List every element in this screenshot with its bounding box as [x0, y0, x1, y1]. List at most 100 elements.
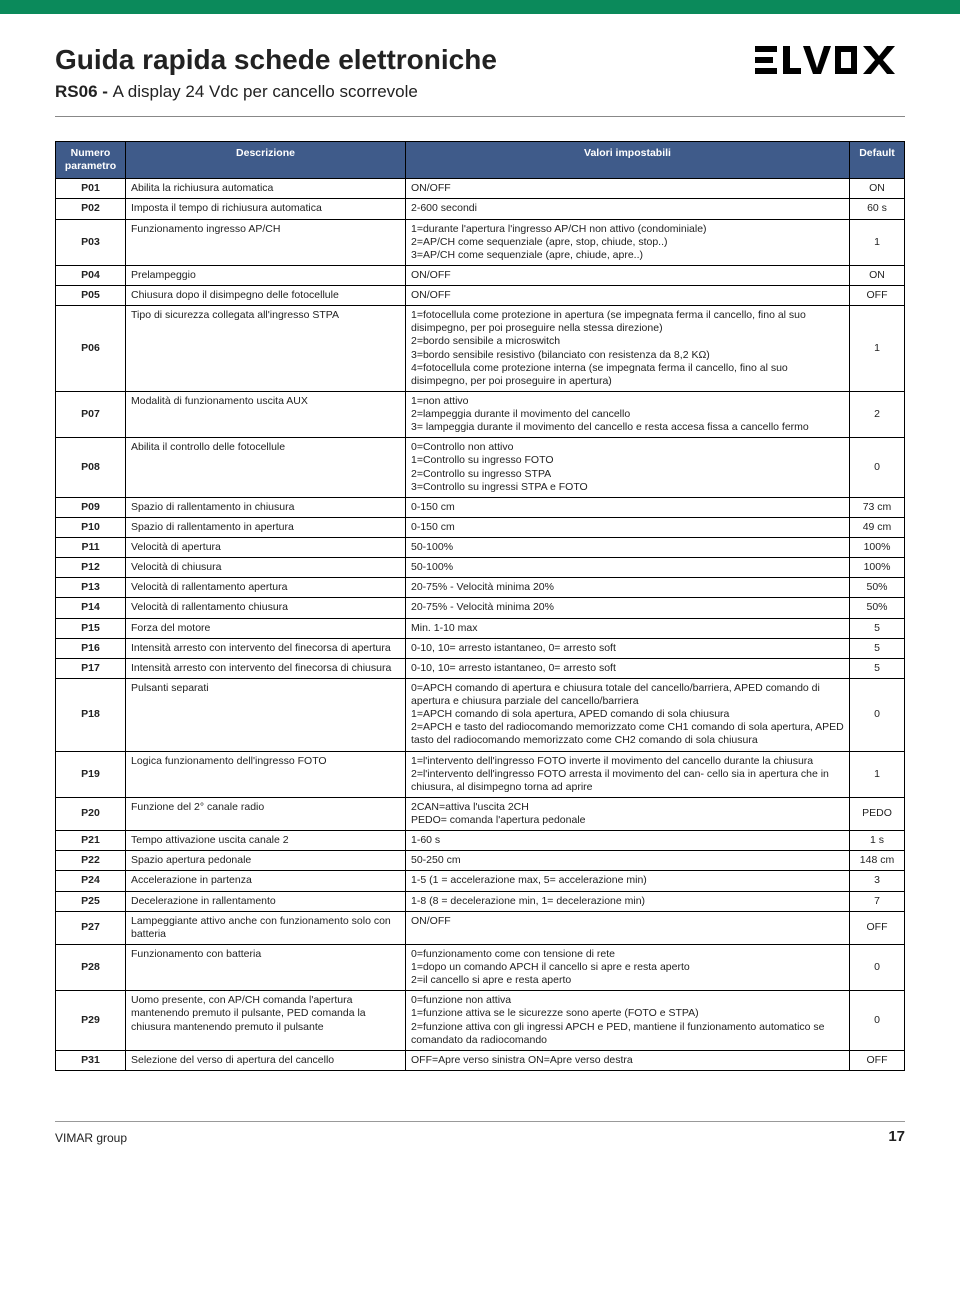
table-row: P22Spazio apertura pedonale50-250 cm148 …: [56, 851, 905, 871]
cell-values: 20-75% - Velocità minima 20%: [406, 578, 850, 598]
cell-values: 0=funzionamento come con tensione di ret…: [406, 944, 850, 990]
cell-desc: Prelampeggio: [126, 265, 406, 285]
subtitle-code: RS06 -: [55, 82, 113, 101]
cell-param: P05: [56, 286, 126, 306]
cell-values: ON/OFF: [406, 265, 850, 285]
cell-param: P12: [56, 558, 126, 578]
cell-values: 2CAN=attiva l'uscita 2CH PEDO= comanda l…: [406, 797, 850, 830]
cell-desc: Decelerazione in rallentamento: [126, 891, 406, 911]
brand-logo: [755, 44, 905, 78]
cell-param: P27: [56, 911, 126, 944]
cell-desc: Velocità di rallentamento apertura: [126, 578, 406, 598]
cell-values: 0-10, 10= arresto istantaneo, 0= arresto…: [406, 638, 850, 658]
subtitle-desc: A display 24 Vdc per cancello scorrevole: [113, 82, 418, 101]
cell-values: 20-75% - Velocità minima 20%: [406, 598, 850, 618]
cell-desc: Funzione del 2° canale radio: [126, 797, 406, 830]
title-block: Guida rapida schede elettroniche RS06 - …: [55, 44, 497, 102]
cell-values: 1=durante l'apertura l'ingresso AP/CH no…: [406, 219, 850, 265]
cell-default: 5: [850, 638, 905, 658]
cell-default: PEDO: [850, 797, 905, 830]
cell-param: P06: [56, 306, 126, 392]
header: Guida rapida schede elettroniche RS06 - …: [55, 44, 905, 102]
table-row: P25Decelerazione in rallentamento1-8 (8 …: [56, 891, 905, 911]
cell-param: P24: [56, 871, 126, 891]
cell-param: P20: [56, 797, 126, 830]
cell-values: 1=non attivo 2=lampeggia durante il movi…: [406, 391, 850, 437]
cell-param: P16: [56, 638, 126, 658]
table-row: P13Velocità di rallentamento apertura20-…: [56, 578, 905, 598]
cell-default: ON: [850, 265, 905, 285]
cell-param: P03: [56, 219, 126, 265]
cell-values: 0=Controllo non attivo 1=Controllo su in…: [406, 438, 850, 498]
col-numero: Numero parametro: [56, 142, 126, 179]
table-row: P16Intensità arresto con intervento del …: [56, 638, 905, 658]
cell-values: 50-100%: [406, 538, 850, 558]
footer-brand: VIMAR group: [55, 1131, 127, 1145]
cell-desc: Intensità arresto con intervento del fin…: [126, 658, 406, 678]
table-row: P20Funzione del 2° canale radio2CAN=atti…: [56, 797, 905, 830]
cell-param: P19: [56, 751, 126, 797]
table-row: P01Abilita la richiusura automaticaON/OF…: [56, 179, 905, 199]
cell-default: 0: [850, 678, 905, 751]
header-divider: [55, 116, 905, 117]
col-descrizione: Descrizione: [126, 142, 406, 179]
cell-desc: Velocità di rallentamento chiusura: [126, 598, 406, 618]
table-body: P01Abilita la richiusura automaticaON/OF…: [56, 179, 905, 1071]
cell-default: ON: [850, 179, 905, 199]
cell-param: P18: [56, 678, 126, 751]
cell-desc: Lampeggiante attivo anche con funzioname…: [126, 911, 406, 944]
cell-values: 0-150 cm: [406, 517, 850, 537]
cell-default: OFF: [850, 1050, 905, 1070]
cell-values: 2-600 secondi: [406, 199, 850, 219]
cell-param: P28: [56, 944, 126, 990]
cell-param: P29: [56, 991, 126, 1051]
table-row: P08Abilita il controllo delle fotocellul…: [56, 438, 905, 498]
cell-values: Min. 1-10 max: [406, 618, 850, 638]
cell-default: 3: [850, 871, 905, 891]
cell-desc: Forza del motore: [126, 618, 406, 638]
cell-desc: Spazio di rallentamento in apertura: [126, 517, 406, 537]
table-row: P21Tempo attivazione uscita canale 21-60…: [56, 831, 905, 851]
cell-default: 50%: [850, 578, 905, 598]
cell-desc: Modalità di funzionamento uscita AUX: [126, 391, 406, 437]
subtitle: RS06 - A display 24 Vdc per cancello sco…: [55, 82, 497, 102]
cell-param: P08: [56, 438, 126, 498]
cell-param: P14: [56, 598, 126, 618]
table-row: P28Funzionamento con batteria0=funzionam…: [56, 944, 905, 990]
cell-values: 0=funzione non attiva 1=funzione attiva …: [406, 991, 850, 1051]
table-row: P27Lampeggiante attivo anche con funzion…: [56, 911, 905, 944]
cell-param: P07: [56, 391, 126, 437]
cell-param: P02: [56, 199, 126, 219]
table-row: P02Imposta il tempo di richiusura automa…: [56, 199, 905, 219]
cell-desc: Velocità di chiusura: [126, 558, 406, 578]
cell-default: 0: [850, 944, 905, 990]
cell-desc: Pulsanti separati: [126, 678, 406, 751]
table-row: P17Intensità arresto con intervento del …: [56, 658, 905, 678]
table-row: P07Modalità di funzionamento uscita AUX1…: [56, 391, 905, 437]
cell-param: P17: [56, 658, 126, 678]
table-row: P09Spazio di rallentamento in chiusura0-…: [56, 497, 905, 517]
cell-values: 50-250 cm: [406, 851, 850, 871]
cell-param: P25: [56, 891, 126, 911]
cell-values: 0=APCH comando di apertura e chiusura to…: [406, 678, 850, 751]
cell-values: OFF=Apre verso sinistra ON=Apre verso de…: [406, 1050, 850, 1070]
cell-param: P22: [56, 851, 126, 871]
cell-default: 50%: [850, 598, 905, 618]
table-header-row: Numero parametro Descrizione Valori impo…: [56, 142, 905, 179]
cell-desc: Intensità arresto con intervento del fin…: [126, 638, 406, 658]
table-row: P10Spazio di rallentamento in apertura0-…: [56, 517, 905, 537]
page-content: Guida rapida schede elettroniche RS06 - …: [0, 14, 960, 1155]
cell-desc: Velocità di apertura: [126, 538, 406, 558]
table-row: P03Funzionamento ingresso AP/CH1=durante…: [56, 219, 905, 265]
cell-default: 0: [850, 438, 905, 498]
cell-values: ON/OFF: [406, 179, 850, 199]
cell-values: 1-5 (1 = accelerazione max, 5= acceleraz…: [406, 871, 850, 891]
cell-default: 0: [850, 991, 905, 1051]
top-bar: [0, 0, 960, 14]
table-row: P31Selezione del verso di apertura del c…: [56, 1050, 905, 1070]
cell-default: 1: [850, 219, 905, 265]
cell-desc: Tempo attivazione uscita canale 2: [126, 831, 406, 851]
cell-desc: Selezione del verso di apertura del canc…: [126, 1050, 406, 1070]
table-row: P12Velocità di chiusura50-100%100%: [56, 558, 905, 578]
footer: VIMAR group 17: [55, 1121, 905, 1145]
